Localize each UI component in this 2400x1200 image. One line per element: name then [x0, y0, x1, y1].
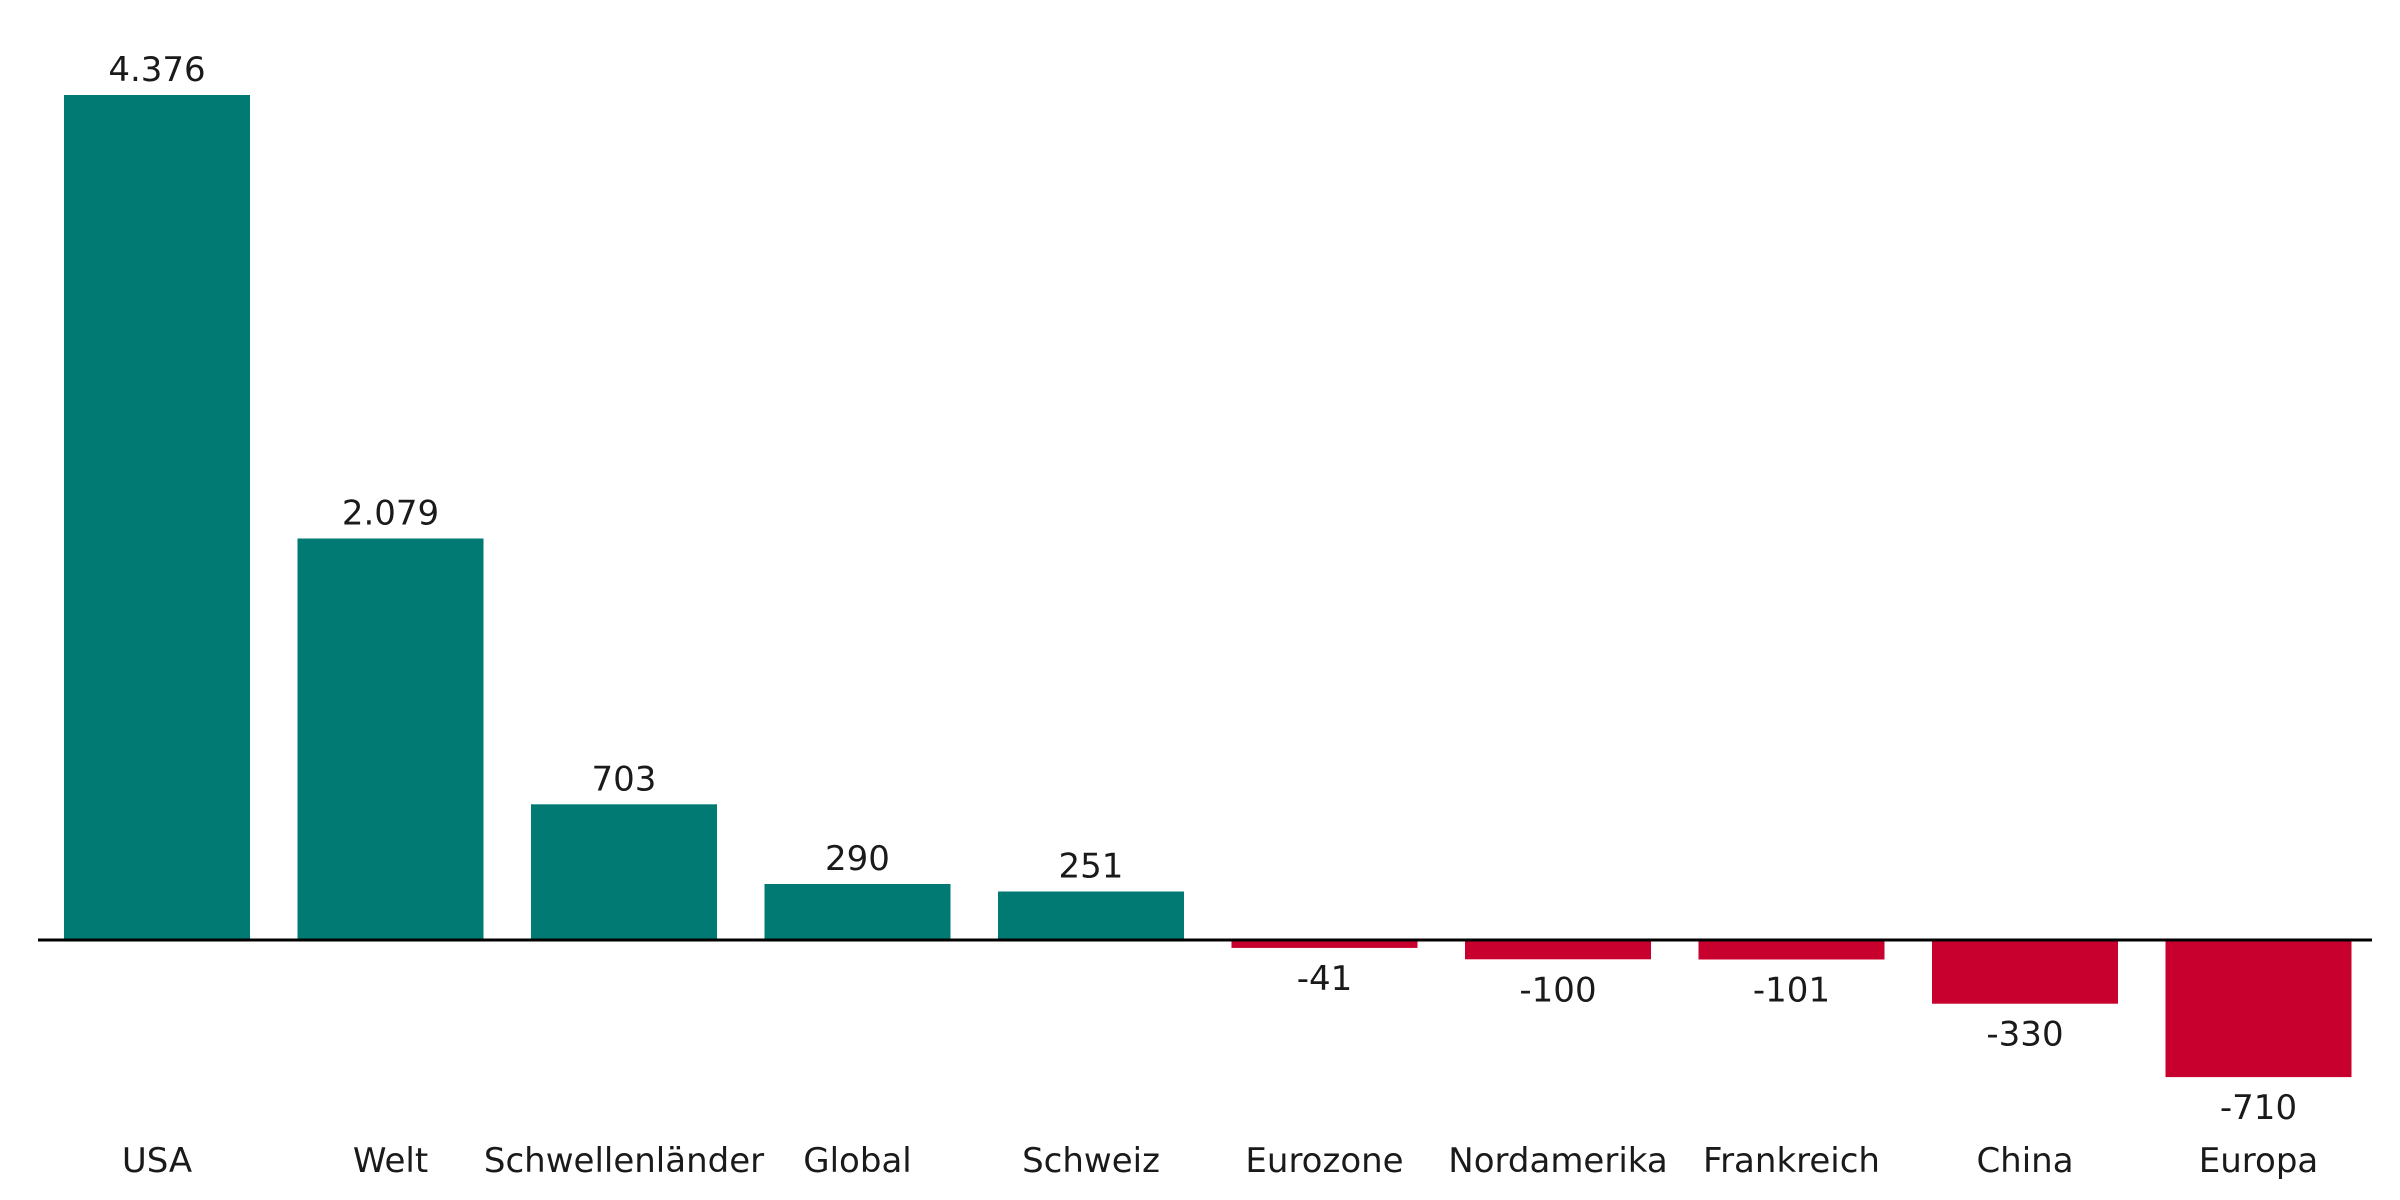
category-label-welt: Welt — [353, 1141, 428, 1181]
bar-usa — [64, 95, 250, 940]
bar-schweiz — [998, 891, 1184, 940]
category-label-eurozone: Eurozone — [1245, 1141, 1403, 1181]
bar-eurozone — [1231, 940, 1418, 948]
bar-nordamerika — [1465, 940, 1651, 960]
category-label-schwellenlander: Schwellenländer — [484, 1141, 764, 1181]
value-label-global: 290 — [825, 839, 890, 879]
category-label-nordamerika: Nordamerika — [1448, 1141, 1667, 1181]
category-label-global: Global — [803, 1141, 911, 1181]
value-label-welt: 2.079 — [342, 494, 439, 534]
category-label-frankreich: Frankreich — [1703, 1141, 1880, 1181]
value-label-schweiz: 251 — [1059, 847, 1124, 887]
value-label-frankreich: -101 — [1753, 971, 1830, 1011]
bar-frankreich — [1698, 940, 1885, 960]
bars-group — [64, 95, 2352, 1078]
category-label-china: China — [1976, 1141, 2073, 1181]
value-label-usa: 4.376 — [108, 50, 205, 90]
value-label-eurozone: -41 — [1297, 959, 1353, 999]
category-label-usa: USA — [122, 1141, 192, 1181]
category-label-europa: Europa — [2199, 1141, 2318, 1181]
value-label-nordamerika: -100 — [1519, 970, 1596, 1010]
value-label-china: -330 — [1986, 1015, 2063, 1055]
bar-global — [764, 884, 951, 940]
value-label-europa: -710 — [2220, 1088, 2297, 1128]
bar-europa — [2165, 940, 2352, 1078]
bar-china — [1932, 940, 2118, 1004]
category-label-schweiz: Schweiz — [1022, 1141, 1160, 1181]
value-labels-group: 4.376 2.079 703 290 251 -41 -100 -101 -330 -710 — [108, 50, 2297, 1128]
value-label-schwellenlander: 703 — [592, 759, 657, 799]
bar-welt — [297, 538, 484, 940]
bar-schwellenlander — [531, 804, 717, 940]
category-labels-group: USA Welt Schwellenländer Global Schweiz Euroz… — [122, 1141, 2318, 1181]
